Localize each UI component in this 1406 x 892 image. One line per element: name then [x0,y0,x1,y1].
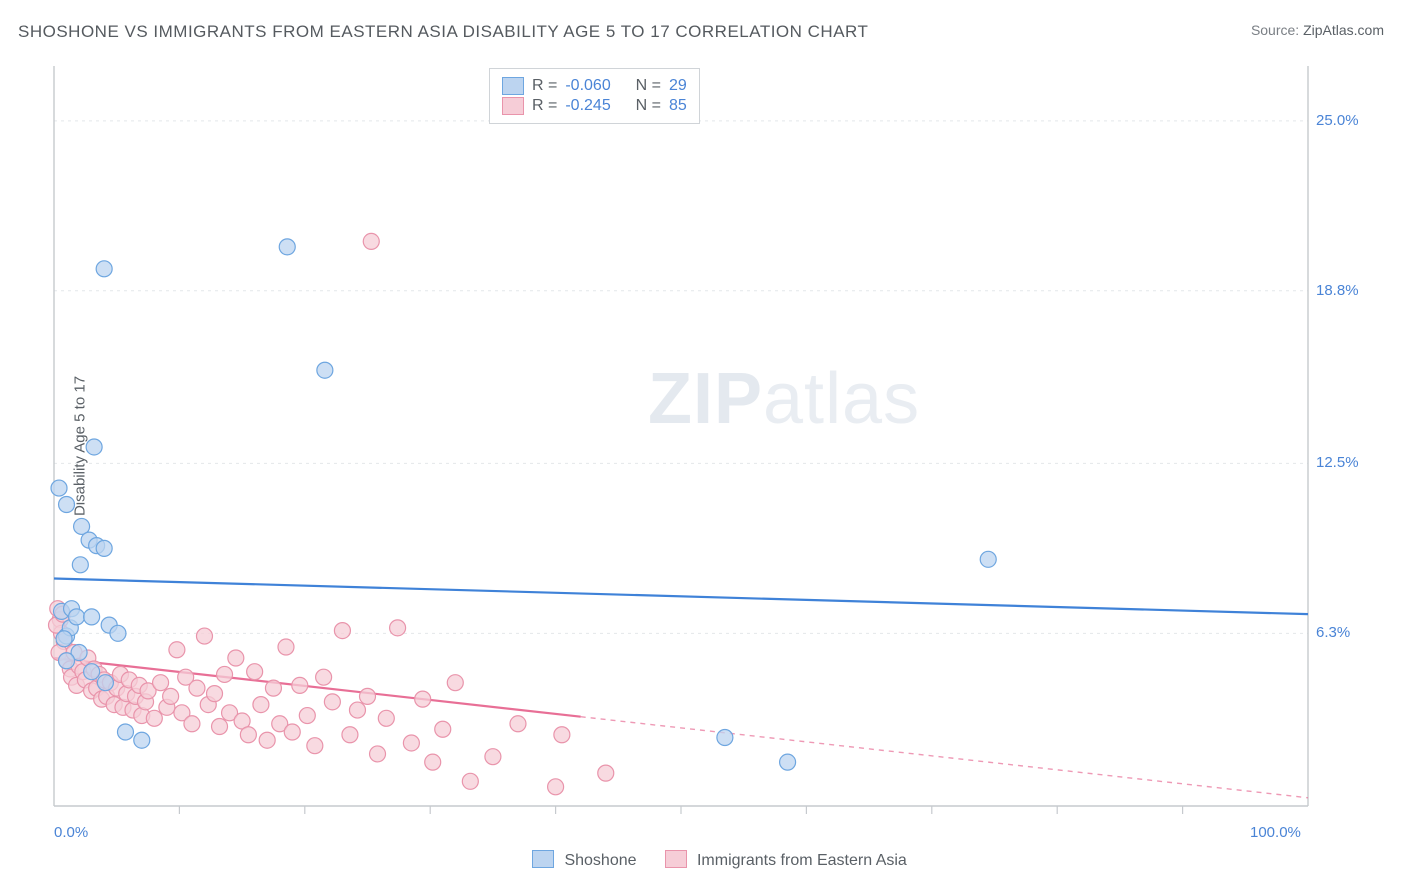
r-label: R = [532,77,557,95]
source-value: ZipAtlas.com [1303,22,1384,38]
legend-swatch-icon [502,77,524,95]
r-value: -0.060 [565,77,610,95]
x-tick-label: 0.0% [54,824,88,841]
legend-label: Immigrants from Eastern Asia [697,852,907,869]
legend-stats-row: R = -0.245 N = 85 [502,97,687,115]
y-tick-label: 6.3% [1316,624,1376,641]
legend-item: Shoshone [532,850,637,870]
legend-swatch-icon [665,850,687,868]
n-label: N = [636,97,661,115]
legend-swatch-icon [532,850,554,868]
plot-area: ZIPatlas R = -0.060 N = 29 R = -0.245 N … [48,58,1358,838]
source-label: Source: [1251,22,1299,38]
legend-label: Shoshone [564,852,636,869]
y-tick-label: 12.5% [1316,454,1376,471]
legend-swatch-icon [502,97,524,115]
n-value: 85 [669,97,687,115]
x-tick-label: 100.0% [1250,824,1301,841]
r-label: R = [532,97,557,115]
legend-item: Immigrants from Eastern Asia [665,850,907,870]
legend-series: Shoshone Immigrants from Eastern Asia [532,850,907,870]
chart-title: SHOSHONE VS IMMIGRANTS FROM EASTERN ASIA… [18,22,868,42]
y-tick-label: 18.8% [1316,282,1376,299]
y-tick-label: 25.0% [1316,112,1376,129]
n-value: 29 [669,77,687,95]
scatter-chart [48,58,1358,838]
legend-stats: R = -0.060 N = 29 R = -0.245 N = 85 [489,68,700,124]
r-value: -0.245 [565,97,610,115]
n-label: N = [636,77,661,95]
legend-stats-row: R = -0.060 N = 29 [502,77,687,95]
source-attribution: Source: ZipAtlas.com [1251,22,1384,38]
